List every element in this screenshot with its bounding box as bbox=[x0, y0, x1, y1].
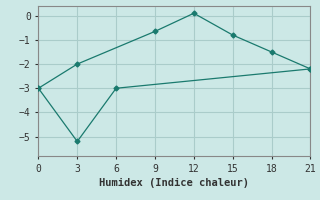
X-axis label: Humidex (Indice chaleur): Humidex (Indice chaleur) bbox=[100, 178, 249, 188]
